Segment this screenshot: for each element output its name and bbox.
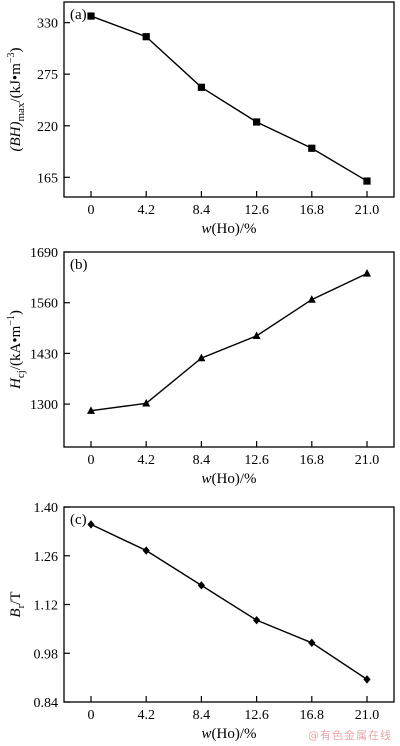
x-tick-label-b-5: 21.0 <box>355 453 380 468</box>
series-line-c <box>90 523 368 680</box>
x-axis-title-b: w(Ho)/% <box>201 471 256 487</box>
x-tick-label-c-4: 16.8 <box>300 708 325 723</box>
x-tick-label-c-2: 8.4 <box>193 708 211 723</box>
x-tick-label-b-1: 4.2 <box>137 453 155 468</box>
data-point-b-4 <box>307 295 316 303</box>
y-axis-title-c: Br/T <box>8 591 27 617</box>
x-tick-label-b-2: 8.4 <box>193 453 211 468</box>
data-point-a-2 <box>197 83 205 91</box>
data-point-a-5 <box>363 177 371 185</box>
y-tick-label-c-3: 1.26 <box>34 550 59 565</box>
y-tick-label-a-1: 220 <box>37 120 58 135</box>
x-tick-label-b-4: 16.8 <box>300 453 325 468</box>
y-tick-label-b-1: 1430 <box>30 347 58 362</box>
y-tick-label-c-1: 0.98 <box>34 647 59 662</box>
chart-panel-c: (c) 0 4.2 8.4 12.6 16.8 21.0 0.84 0.98 1.12 1.26 1.… <box>8 501 395 742</box>
x-tick-label-c-1: 4.2 <box>137 708 155 723</box>
data-point-a-0 <box>87 12 95 20</box>
data-point-a-1 <box>142 33 150 41</box>
data-point-b-1 <box>142 398 151 407</box>
data-point-a-3 <box>253 118 261 126</box>
data-point-b-2 <box>197 353 206 362</box>
y-tick-label-a-0: 165 <box>37 171 58 186</box>
data-point-c-2 <box>197 581 205 590</box>
x-tick-label-a-3: 12.6 <box>244 203 269 218</box>
panel-label-b: (b) <box>70 257 88 273</box>
y-tick-label-a-3: 330 <box>37 17 58 32</box>
plot-frame-b <box>63 251 395 448</box>
y-tick-label-c-0: 0.84 <box>34 696 59 711</box>
x-tick-label-b-3: 12.6 <box>244 453 269 468</box>
panel-label-a: (a) <box>70 7 87 23</box>
chart-panel-b: (b) 0 4.2 8.4 12.6 16.8 21.0 1300 1430 1560 1690 w(… <box>6 246 395 487</box>
data-point-c-5 <box>363 675 371 684</box>
x-tick-label-b-0: 0 <box>88 453 95 468</box>
data-point-c-1 <box>142 546 150 555</box>
data-point-c-0 <box>87 520 95 529</box>
x-tick-label-c-5: 21.0 <box>355 708 380 723</box>
data-point-b-0 <box>87 406 95 414</box>
y-axis-title-b: Hcj/(kA•m−1) <box>6 310 27 390</box>
data-point-a-4 <box>308 144 316 152</box>
y-tick-label-b-2: 1560 <box>30 297 58 312</box>
y-tick-label-b-0: 1300 <box>30 398 58 413</box>
chart-panel-a: (a) 0 4.2 8.4 12.6 16.8 21.0 165 220 275 330 w(Ho)/… <box>6 1 395 237</box>
watermark: @有色金属在线 <box>308 729 392 742</box>
x-tick-label-a-1: 4.2 <box>137 203 155 218</box>
data-point-b-5 <box>363 269 371 277</box>
y-axis-title-a: (BH)max/(kJ•m−3) <box>6 47 27 151</box>
x-tick-label-a-2: 8.4 <box>193 203 211 218</box>
data-point-c-4 <box>308 638 316 648</box>
x-tick-label-a-5: 21.0 <box>355 203 380 218</box>
x-axis-title-c: w(Ho)/% <box>201 726 256 742</box>
series-line-a <box>90 15 368 182</box>
y-tick-label-c-2: 1.12 <box>34 599 59 614</box>
data-point-b-3 <box>252 331 261 340</box>
y-tick-label-c-4: 1.40 <box>34 501 59 516</box>
x-axis-title-a: w(Ho)/% <box>201 221 256 237</box>
x-tick-label-c-3: 12.6 <box>244 708 269 723</box>
y-tick-label-b-3: 1690 <box>30 246 58 261</box>
plot-frame-c <box>63 506 395 703</box>
x-tick-label-c-0: 0 <box>88 708 95 723</box>
y-tick-label-a-2: 275 <box>37 68 58 83</box>
series-line-b <box>90 272 368 412</box>
panel-label-c: (c) <box>70 512 87 528</box>
x-tick-label-a-0: 0 <box>88 203 95 218</box>
plot-frame-a <box>63 1 395 198</box>
data-point-c-3 <box>253 615 261 625</box>
x-tick-label-a-4: 16.8 <box>300 203 325 218</box>
